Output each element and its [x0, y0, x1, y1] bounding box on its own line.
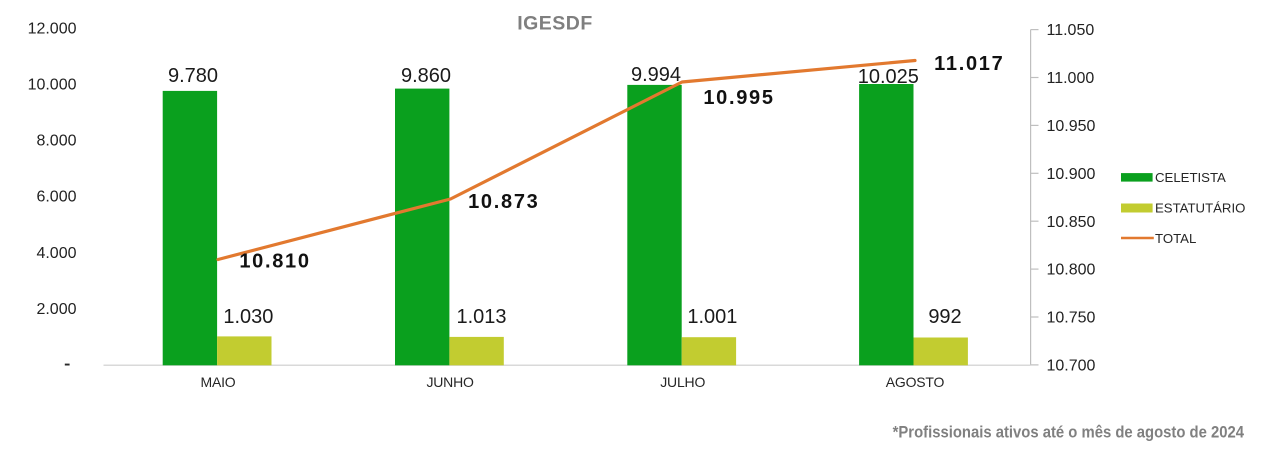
svg-text:TOTAL: TOTAL: [1155, 231, 1196, 246]
svg-text:1.030: 1.030: [223, 306, 273, 328]
svg-text:1.001: 1.001: [687, 306, 737, 328]
svg-text:10.995: 10.995: [703, 87, 774, 109]
svg-text:MAIO: MAIO: [201, 374, 236, 390]
svg-text:JULHO: JULHO: [660, 374, 705, 390]
svg-text:10.850: 10.850: [1047, 214, 1096, 231]
svg-text:11.017: 11.017: [934, 53, 1004, 75]
svg-text:10.700: 10.700: [1047, 358, 1096, 375]
svg-text:992: 992: [928, 306, 961, 328]
svg-text:10.900: 10.900: [1047, 166, 1096, 183]
svg-text:9.860: 9.860: [401, 65, 451, 87]
svg-text:IGESDF: IGESDF: [517, 13, 593, 35]
svg-text:*Profissionais ativos até o mê: *Profissionais ativos até o mês de agost…: [893, 424, 1245, 442]
svg-text:10.873: 10.873: [468, 191, 539, 213]
svg-text:JUNHO: JUNHO: [426, 374, 474, 390]
svg-text:1.013: 1.013: [456, 306, 506, 328]
svg-text:CELETISTA: CELETISTA: [1155, 170, 1226, 185]
svg-text:10.750: 10.750: [1047, 310, 1096, 327]
svg-text:10.950: 10.950: [1047, 118, 1096, 135]
svg-text:10.025: 10.025: [858, 66, 919, 88]
svg-text:2.000: 2.000: [36, 301, 76, 318]
svg-text:10.810: 10.810: [239, 250, 310, 272]
svg-text:ESTATUTÁRIO: ESTATUTÁRIO: [1155, 200, 1245, 215]
svg-text:6.000: 6.000: [36, 189, 76, 206]
svg-text:11.050: 11.050: [1047, 22, 1095, 39]
svg-text:10.800: 10.800: [1047, 262, 1096, 279]
svg-text:10.000: 10.000: [28, 77, 77, 94]
svg-text:11.000: 11.000: [1047, 70, 1095, 87]
svg-text:9.780: 9.780: [168, 65, 218, 87]
svg-text:8.000: 8.000: [36, 133, 76, 150]
svg-text:4.000: 4.000: [36, 245, 76, 262]
svg-text:AGOSTO: AGOSTO: [886, 374, 945, 390]
svg-text:9.994: 9.994: [631, 64, 681, 86]
svg-text:12.000: 12.000: [28, 20, 77, 37]
